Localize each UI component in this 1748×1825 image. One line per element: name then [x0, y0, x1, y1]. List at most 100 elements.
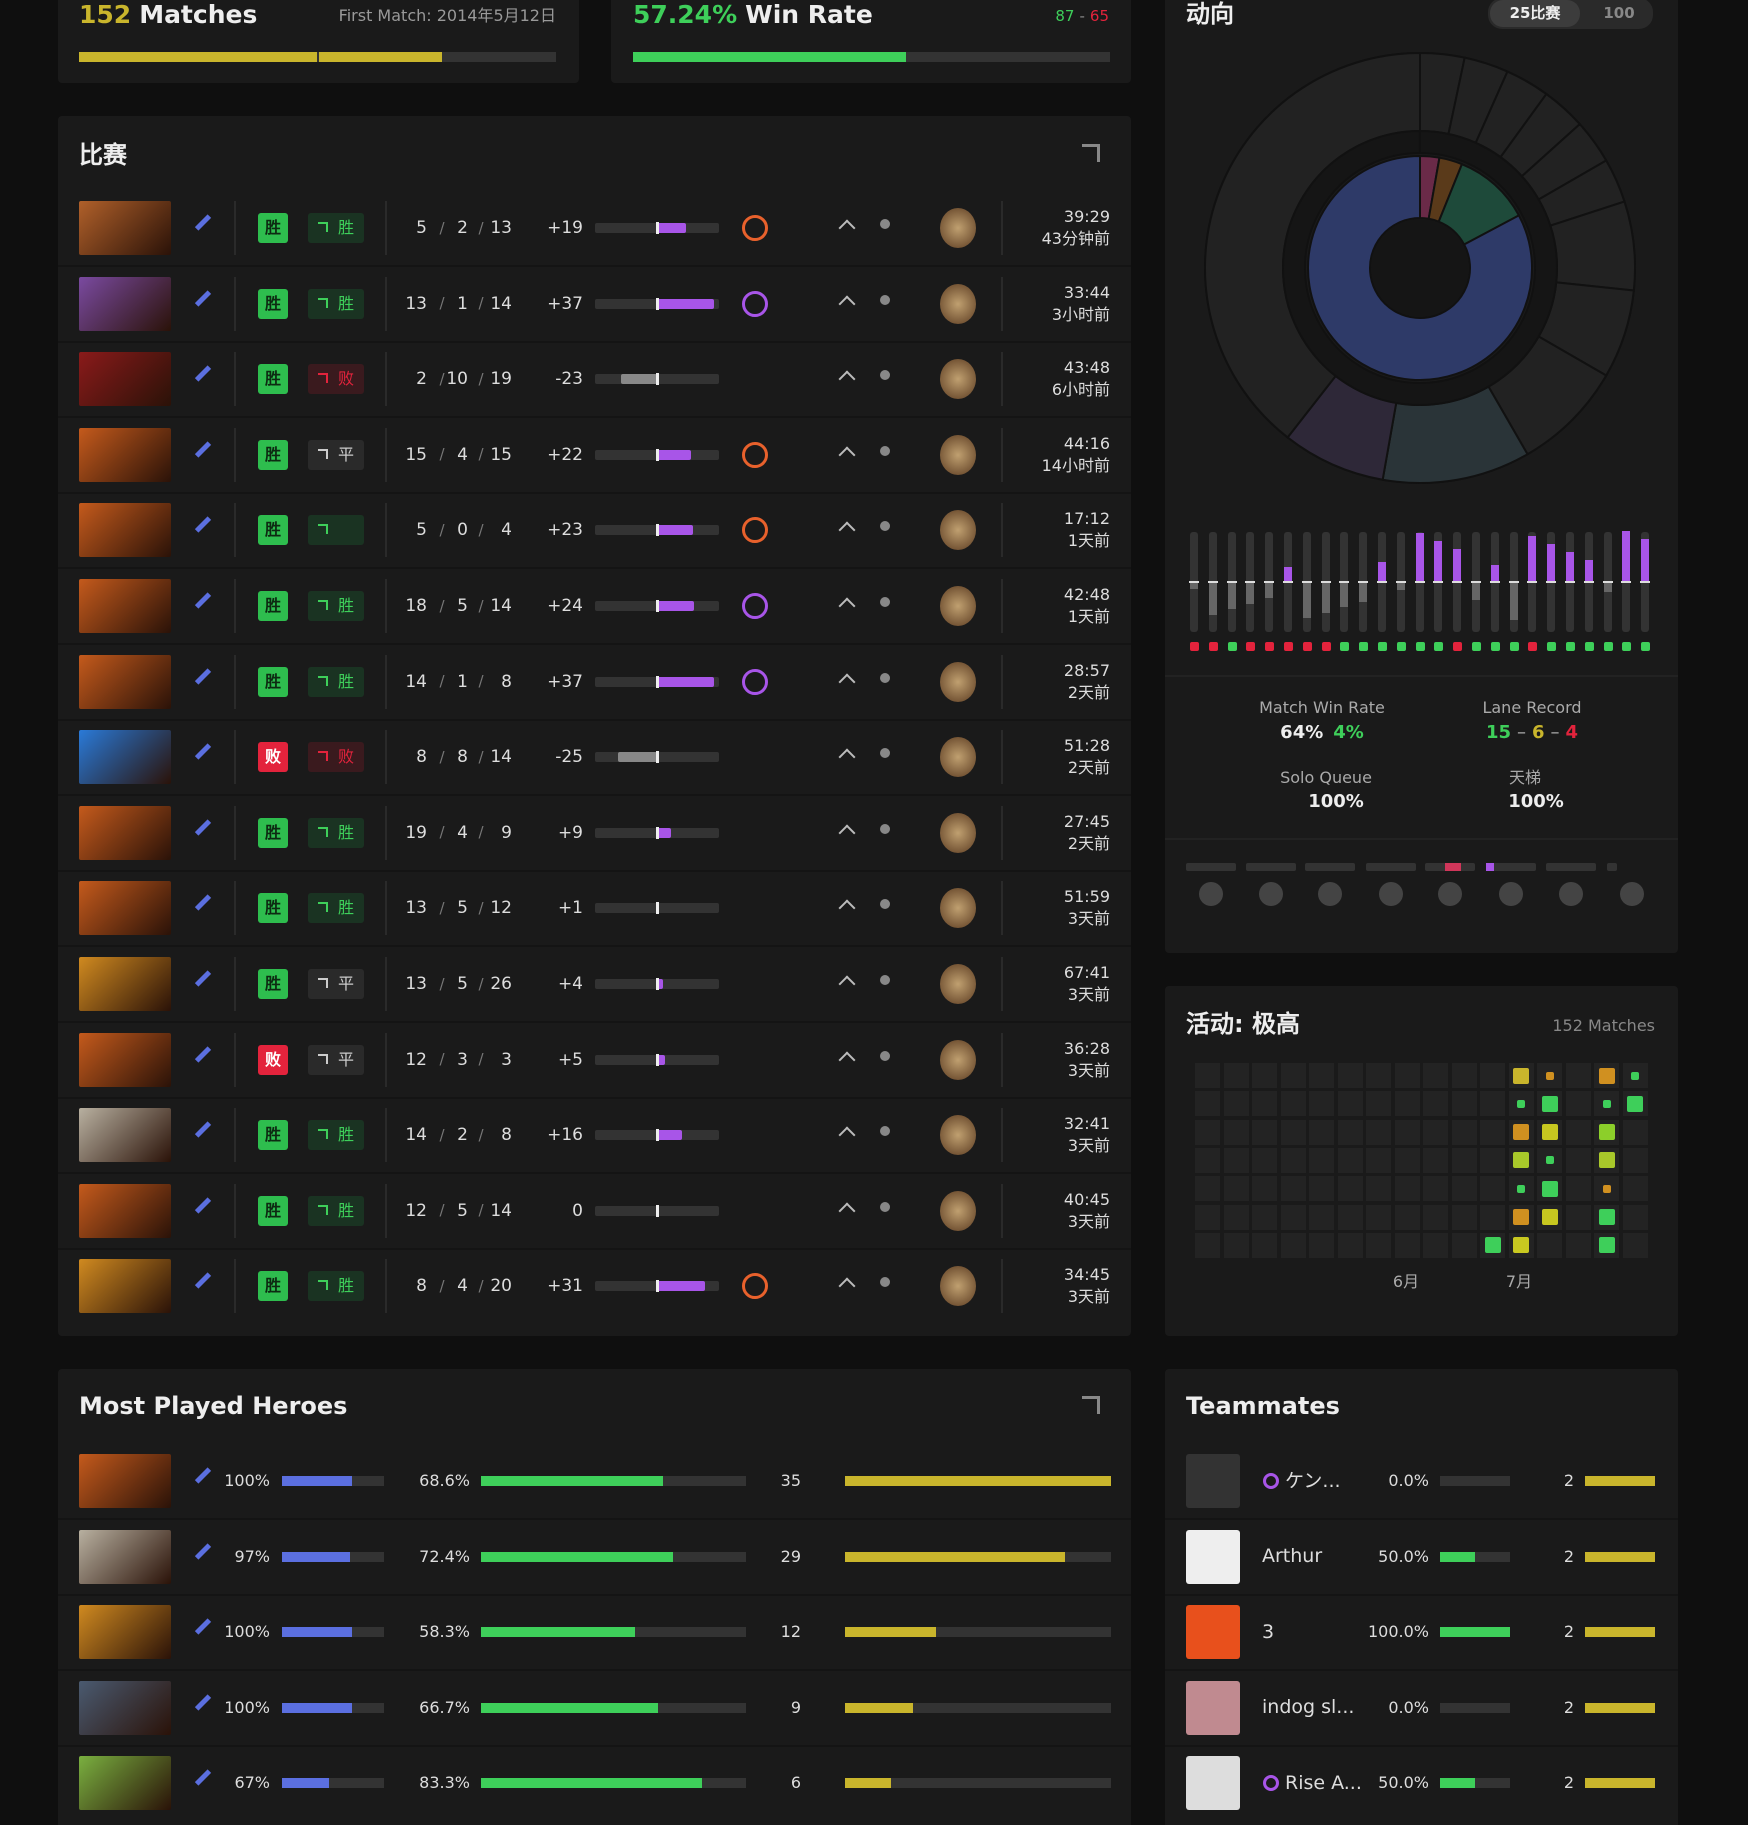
donut-hole — [1371, 219, 1469, 317]
rank-icon — [1559, 882, 1583, 906]
tab[interactable]: 100 — [1603, 3, 1635, 22]
result: 胜 — [264, 596, 281, 615]
trend-bar — [1246, 582, 1255, 604]
result: 胜 — [264, 974, 281, 993]
activity-fill — [1631, 1071, 1639, 1080]
kda-separator: / — [478, 1125, 484, 1144]
imp-bar — [657, 1130, 682, 1141]
rank-track — [1607, 863, 1617, 871]
matches: 2 — [1563, 1773, 1574, 1793]
deaths: 2 — [457, 218, 468, 238]
lane-badge — [308, 1195, 364, 1226]
rank-icon — [1499, 882, 1523, 906]
activity-cell — [1622, 1119, 1648, 1145]
month-label: 6月 — [1392, 1272, 1420, 1291]
separator — [234, 352, 236, 407]
trend-mid — [1489, 581, 1500, 583]
trend-mid — [1320, 581, 1331, 583]
role-track — [282, 1778, 384, 1789]
activity-cell — [1223, 1063, 1249, 1088]
trend-mid — [1452, 581, 1463, 583]
activity-cell — [1252, 1176, 1277, 1202]
deaths: 2 — [457, 1125, 468, 1146]
teammate-name: 3 — [1262, 1620, 1275, 1643]
trend-result — [1622, 642, 1632, 651]
result-badge — [258, 439, 288, 470]
imp-zero — [656, 600, 659, 612]
activity-cell — [1622, 1176, 1648, 1202]
separator — [385, 276, 387, 331]
kda-separator: / — [439, 974, 445, 993]
activity-cell — [1451, 1176, 1477, 1202]
kda-separator: / — [478, 898, 484, 917]
result-badge — [258, 742, 288, 773]
matches: 6 — [790, 1773, 801, 1793]
deaths: 1 — [457, 293, 468, 314]
text-line: 100% — [1136, 789, 1536, 814]
imp-bar — [657, 223, 687, 233]
lane-result: 胜 — [337, 1200, 354, 1220]
activity-cell — [1423, 1147, 1448, 1173]
imp: +5 — [557, 1049, 583, 1070]
matches-bar — [1585, 1702, 1655, 1713]
mvp-icon — [742, 593, 768, 619]
separator — [1001, 1183, 1003, 1238]
stat-value: 100% — [1508, 790, 1564, 812]
separator — [1001, 427, 1003, 482]
activity-cell — [1622, 1232, 1648, 1258]
kda-separator: / — [478, 974, 484, 993]
matches-card — [58, 0, 579, 83]
party-icon — [880, 1277, 890, 1288]
lane-arrow — [318, 448, 328, 459]
trend-mid — [1640, 581, 1651, 583]
separator — [385, 1183, 387, 1238]
separator — [234, 805, 236, 860]
activity-fill — [1513, 1237, 1529, 1254]
assists: 15 — [490, 444, 512, 465]
win-rate: 68.6% — [419, 1471, 470, 1490]
assists: 8 — [501, 671, 512, 692]
trend-result — [1490, 642, 1500, 651]
trend-bar — [1509, 582, 1518, 620]
win-rate: 83.3% — [419, 1773, 470, 1793]
row-separator — [58, 1744, 1131, 1747]
kills: 2 — [416, 369, 427, 390]
separator — [234, 503, 236, 558]
result: 败 — [264, 1049, 281, 1069]
trend-bar — [1434, 541, 1443, 582]
trend-bar — [1359, 582, 1368, 602]
rank-medal — [940, 586, 976, 626]
tab[interactable]: 25比赛 — [1509, 3, 1561, 22]
duration: 44:16 — [1063, 433, 1110, 453]
kills: 14 — [405, 671, 427, 692]
expand-icon — [1082, 144, 1100, 162]
activity-cell — [1366, 1091, 1391, 1117]
deaths: 4 — [457, 1276, 468, 1297]
activity-cell — [1195, 1063, 1220, 1088]
separator — [385, 201, 387, 255]
assists: 20 — [490, 1276, 512, 1297]
avatar — [1186, 1605, 1240, 1660]
panel-title: Teammates — [1186, 1392, 1340, 1420]
imp: +19 — [547, 218, 583, 238]
result-badge — [258, 1195, 288, 1226]
deaths: 5 — [457, 596, 468, 616]
lane-result: 胜 — [337, 293, 354, 313]
duration: 28:57 — [1063, 660, 1110, 680]
lane-badge — [308, 969, 364, 999]
trend-result — [1472, 642, 1481, 651]
rank-medal — [940, 283, 976, 324]
separator — [1001, 1108, 1003, 1163]
lane-arrow — [318, 978, 328, 988]
kills: 12 — [405, 1049, 427, 1070]
matches-bar — [1585, 1476, 1655, 1486]
row-separator — [1165, 1593, 1678, 1596]
matches-bar — [1585, 1627, 1655, 1638]
activity-fill — [1541, 1180, 1558, 1197]
activity-fill — [1513, 1152, 1529, 1169]
imp-zero — [656, 1204, 659, 1217]
imp-bar — [657, 449, 692, 460]
donut-segment — [1282, 129, 1559, 406]
duration: 40:45 — [1063, 1189, 1110, 1209]
separator — [234, 1183, 236, 1238]
